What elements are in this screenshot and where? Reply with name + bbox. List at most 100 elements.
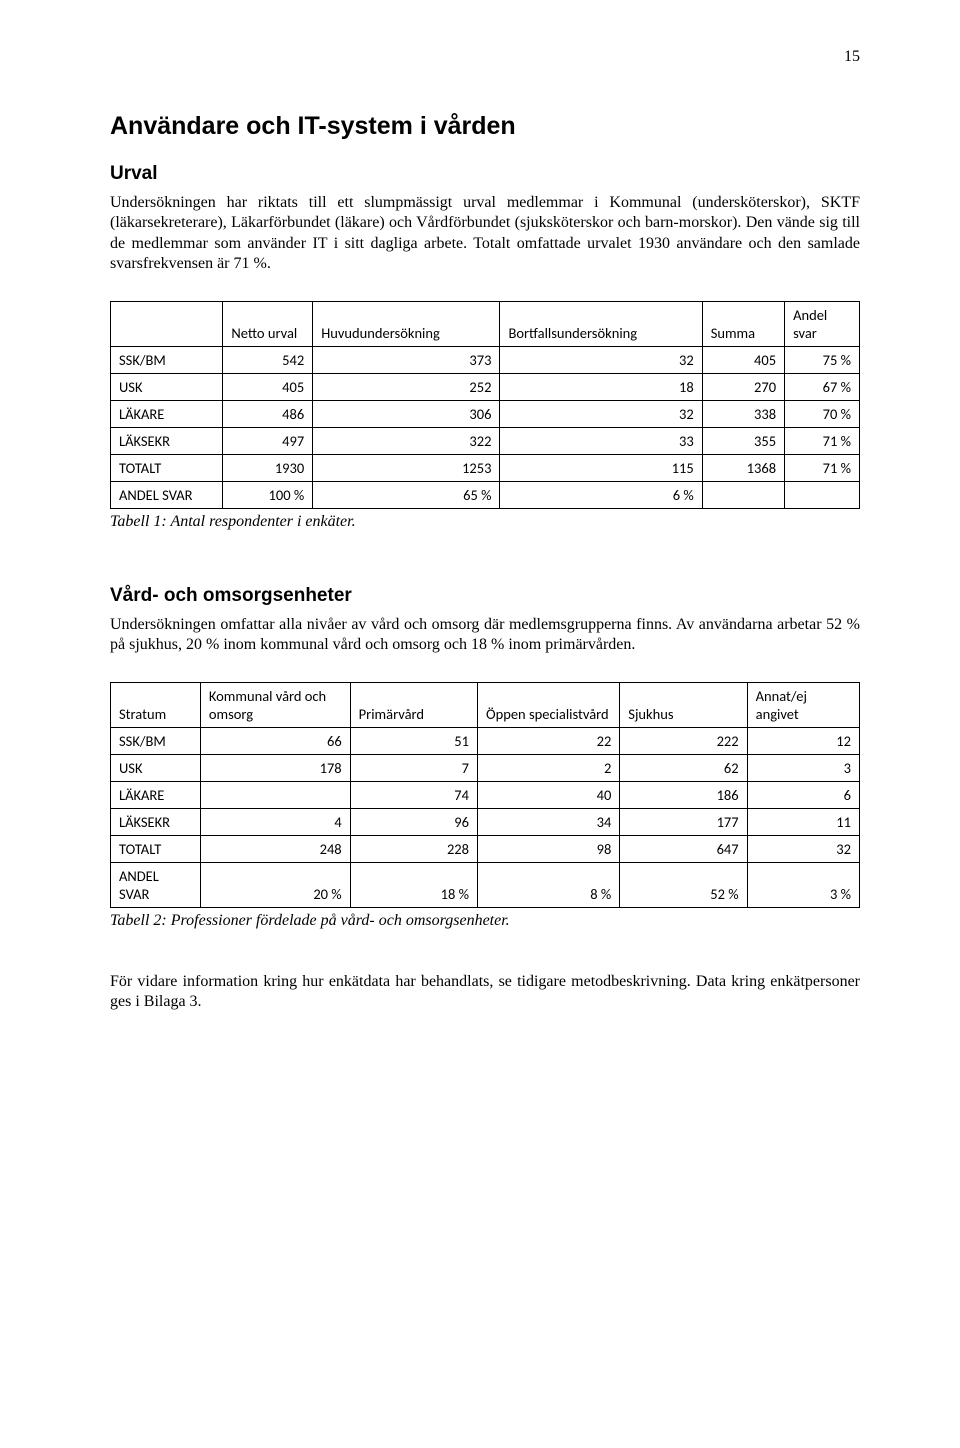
page-title: Användare och IT-system i vården xyxy=(110,112,860,141)
table-cell: 96 xyxy=(350,808,477,835)
table-cell: 52 % xyxy=(620,862,747,907)
table-cell: 66 xyxy=(200,727,350,754)
table-cell: 177 xyxy=(620,808,747,835)
table-cell: 3 % xyxy=(747,862,859,907)
table-cell: 51 xyxy=(350,727,477,754)
paragraph-urval: Undersökningen har riktats till ett slum… xyxy=(110,193,860,275)
table-header-cell: Sjukhus xyxy=(620,682,747,727)
table-cell: 32 xyxy=(500,346,702,373)
table-cell: 647 xyxy=(620,835,747,862)
table-cell: 32 xyxy=(500,400,702,427)
table-row: SSK/BM5423733240575 % xyxy=(111,346,860,373)
table-cell: 75 % xyxy=(785,346,860,373)
table-body: SSK/BM5423733240575 %USK4052521827067 %L… xyxy=(111,346,860,508)
paragraph-footer: För vidare information kring hur enkätda… xyxy=(110,972,860,1013)
table-cell: 70 % xyxy=(785,400,860,427)
table-cell: 74 xyxy=(350,781,477,808)
table-cell: TOTALT xyxy=(111,835,201,862)
table-cell: 373 xyxy=(313,346,500,373)
table-cell: 6 xyxy=(747,781,859,808)
table-cell: 338 xyxy=(702,400,784,427)
table-header-cell: Annat/ej angivet xyxy=(747,682,859,727)
table-cell: USK xyxy=(111,754,201,781)
table-cell: 18 % xyxy=(350,862,477,907)
table-cell: SSK/BM xyxy=(111,346,223,373)
table-cell xyxy=(785,481,860,508)
table-cell: 1368 xyxy=(702,454,784,481)
table-cell: 222 xyxy=(620,727,747,754)
table-cell: 12 xyxy=(747,727,859,754)
table-cell: 1253 xyxy=(313,454,500,481)
table-cell: 270 xyxy=(702,373,784,400)
table-cell: 405 xyxy=(702,346,784,373)
table-1-caption: Tabell 1: Antal respondenter i enkäter. xyxy=(110,513,860,531)
table-cell: 3 xyxy=(747,754,859,781)
table-cell: LÄKSEKR xyxy=(111,808,201,835)
table-cell: 178 xyxy=(200,754,350,781)
table-row: LÄKARE4863063233870 % xyxy=(111,400,860,427)
table-cell: LÄKARE xyxy=(111,400,223,427)
table-cell: 100 % xyxy=(223,481,313,508)
table-cell: 115 xyxy=(500,454,702,481)
table-row: LÄKARE 74401866 xyxy=(111,781,860,808)
table-cell: 1930 xyxy=(223,454,313,481)
table-cell: 8 % xyxy=(478,862,620,907)
table-cell: 355 xyxy=(702,427,784,454)
table-header-cell: Primärvård xyxy=(350,682,477,727)
table-header-cell: Öppen specialistvård xyxy=(478,682,620,727)
table-cell: 486 xyxy=(223,400,313,427)
table-header-cell: Netto urval xyxy=(223,301,313,346)
table-cell xyxy=(200,781,350,808)
table-cell: 11 xyxy=(747,808,859,835)
page: 15 Användare och IT-system i vården Urva… xyxy=(0,0,960,1448)
table-cell: 322 xyxy=(313,427,500,454)
table-cell: 252 xyxy=(313,373,500,400)
table-cell: 22 xyxy=(478,727,620,754)
table-cell: LÄKSEKR xyxy=(111,427,223,454)
table-cell: 4 xyxy=(200,808,350,835)
table-cell: 2 xyxy=(478,754,620,781)
table-cell: 542 xyxy=(223,346,313,373)
table-header-cell: Huvudundersökning xyxy=(313,301,500,346)
table-row: LÄKSEKR4963417711 xyxy=(111,808,860,835)
table-cell: 6 % xyxy=(500,481,702,508)
table-cell: 65 % xyxy=(313,481,500,508)
table-cell: 67 % xyxy=(785,373,860,400)
table-cell: 71 % xyxy=(785,454,860,481)
table-1: Netto urval Huvudundersökning Bortfallsu… xyxy=(110,301,860,509)
table-2: Stratum Kommunal vård och omsorg Primärv… xyxy=(110,682,860,908)
table-row: TOTALT19301253115136871 % xyxy=(111,454,860,481)
table-row: ANDEL SVAR20 %18 %8 %52 %3 % xyxy=(111,862,860,907)
section-heading-vard: Vård- och omsorgsenheter xyxy=(110,585,860,607)
table-header-cell: Bortfallsundersökning xyxy=(500,301,702,346)
table-header-cell: Summa xyxy=(702,301,784,346)
table-row: TOTALT2482289864732 xyxy=(111,835,860,862)
table-cell: LÄKARE xyxy=(111,781,201,808)
page-number: 15 xyxy=(844,48,860,66)
table-cell: 32 xyxy=(747,835,859,862)
table-row: ANDEL SVAR100 %65 %6 % xyxy=(111,481,860,508)
table-row: LÄKSEKR4973223335571 % xyxy=(111,427,860,454)
table-cell: ANDEL SVAR xyxy=(111,481,223,508)
table-body: SSK/BM66512222212USK17872623LÄKARE744018… xyxy=(111,727,860,907)
table-cell: 306 xyxy=(313,400,500,427)
table-cell: 20 % xyxy=(200,862,350,907)
table-cell: 248 xyxy=(200,835,350,862)
table-cell: 40 xyxy=(478,781,620,808)
section-heading-urval: Urval xyxy=(110,163,860,185)
table-2-caption: Tabell 2: Professioner fördelade på vård… xyxy=(110,912,860,930)
table-cell: 98 xyxy=(478,835,620,862)
table-cell: 62 xyxy=(620,754,747,781)
table-header-cell xyxy=(111,301,223,346)
table-cell: ANDEL SVAR xyxy=(111,862,201,907)
paragraph-vard: Undersökningen omfattar alla nivåer av v… xyxy=(110,615,860,656)
table-cell: 186 xyxy=(620,781,747,808)
table-cell: 34 xyxy=(478,808,620,835)
table-row: USK4052521827067 % xyxy=(111,373,860,400)
table-cell: TOTALT xyxy=(111,454,223,481)
table-cell: SSK/BM xyxy=(111,727,201,754)
table-header-cell: Andel svar xyxy=(785,301,860,346)
table-cell: 18 xyxy=(500,373,702,400)
table-cell: 71 % xyxy=(785,427,860,454)
table-cell: 497 xyxy=(223,427,313,454)
